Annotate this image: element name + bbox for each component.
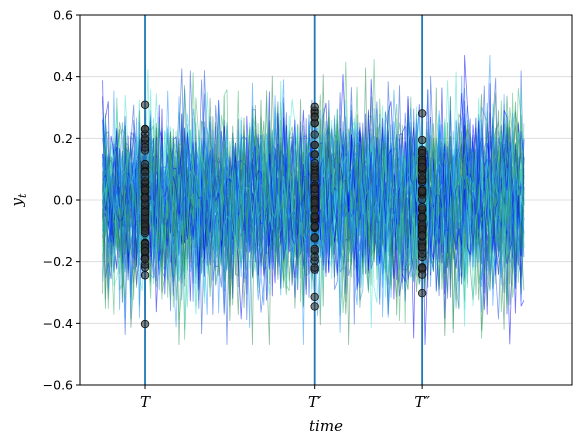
y-axis-title-main: y xyxy=(8,197,26,207)
marker-point xyxy=(140,319,150,329)
y-tick-label: −0.4 xyxy=(43,316,73,331)
marker-point xyxy=(140,226,150,236)
marker-point xyxy=(310,172,319,182)
marker-point xyxy=(310,150,319,159)
marker-point xyxy=(310,302,319,311)
marker-point xyxy=(310,130,319,139)
marker-point xyxy=(310,184,319,194)
x-tick-label: T″ xyxy=(414,393,430,411)
marker-point xyxy=(140,100,150,109)
marker-point xyxy=(417,109,427,118)
marker-point xyxy=(140,193,150,203)
marker-point xyxy=(310,252,319,262)
marker-point xyxy=(140,143,150,152)
marker-point xyxy=(140,247,150,256)
marker-point xyxy=(417,195,427,204)
marker-point xyxy=(140,124,150,134)
marker-point xyxy=(417,270,427,279)
marker-point xyxy=(310,140,319,150)
marker-point xyxy=(140,207,150,216)
y-axis-ticks: −0.6 −0.4 −0.2 0.0 0.2 0.4 0.6 xyxy=(43,8,80,393)
marker-point xyxy=(417,186,427,196)
marker-point xyxy=(417,135,427,145)
marker-point xyxy=(417,203,427,212)
marker-point xyxy=(140,186,150,195)
marker-point xyxy=(417,171,427,180)
marker-point xyxy=(417,213,427,222)
marker-point xyxy=(310,292,319,302)
marker-point xyxy=(310,222,319,231)
x-tick-label: T xyxy=(140,393,151,411)
marker-point xyxy=(310,159,319,168)
marker-point xyxy=(417,249,427,258)
y-tick-label: 0.2 xyxy=(53,131,73,146)
marker-point xyxy=(417,242,427,251)
marker-point xyxy=(140,159,150,169)
marker-point xyxy=(310,198,319,207)
vertical-markers xyxy=(140,15,427,385)
marker-point xyxy=(140,271,150,280)
y-axis-title-subscript: t xyxy=(16,193,29,198)
marker-point xyxy=(310,263,319,272)
x-axis-ticks: T T′ T″ xyxy=(140,385,430,411)
y-axis-title: yt xyxy=(8,193,29,207)
y-tick-label: −0.6 xyxy=(43,378,73,393)
marker-point xyxy=(140,134,150,143)
marker-point xyxy=(310,102,319,112)
marker-point xyxy=(140,254,150,264)
y-tick-label: 0.6 xyxy=(53,8,73,23)
marker-point xyxy=(140,172,150,182)
marker-point xyxy=(310,113,319,122)
x-axis-title: time xyxy=(309,417,343,435)
x-tick-label: T′ xyxy=(308,393,322,411)
y-tick-label: 0.4 xyxy=(53,69,73,84)
marker-point xyxy=(310,205,319,215)
marker-point xyxy=(417,231,427,240)
marker-point xyxy=(417,162,427,172)
marker-point xyxy=(417,288,427,298)
y-tick-label: −0.2 xyxy=(43,254,73,269)
marker-point xyxy=(310,233,319,242)
y-tick-label: 0.0 xyxy=(53,193,73,208)
marker-point xyxy=(310,244,319,254)
